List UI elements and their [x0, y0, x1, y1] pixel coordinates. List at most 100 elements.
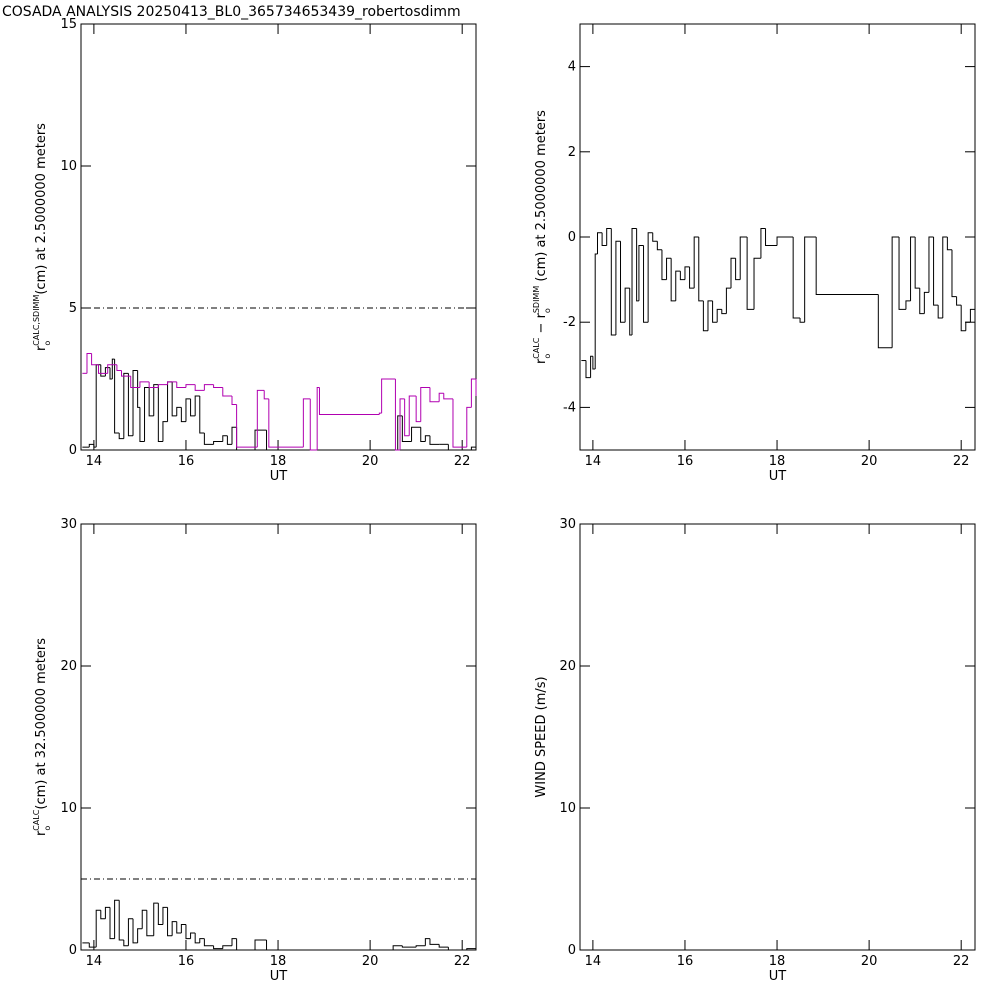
- step-segment: [937, 305, 943, 319]
- step-segment: [95, 364, 101, 448]
- step-segment: [148, 387, 154, 417]
- step-segment: [185, 924, 191, 940]
- step-segment: [401, 945, 417, 948]
- step-segment: [429, 435, 440, 445]
- step-segment: [180, 407, 186, 423]
- step-segment: [137, 370, 140, 408]
- step-segment: [610, 228, 616, 336]
- step-segment: [815, 237, 879, 296]
- step-segment: [222, 435, 228, 442]
- step-segment: [137, 928, 143, 943]
- y-tick-label: -2: [563, 315, 576, 330]
- x-tick-label: 22: [953, 954, 970, 969]
- step-segment: [799, 317, 805, 323]
- step-segment: [765, 228, 778, 247]
- y-axis-label-part: WIND SPEED (m/s): [534, 676, 549, 797]
- step-segment: [647, 232, 653, 323]
- step-segment: [447, 947, 467, 951]
- step-segment: [914, 237, 920, 289]
- step-segment: [698, 237, 704, 302]
- step-segment: [585, 360, 591, 379]
- x-tick-label: 20: [861, 954, 878, 969]
- step-segment: [123, 940, 129, 947]
- step-segment: [130, 376, 140, 389]
- step-segment: [203, 432, 214, 445]
- x-tick-label: 18: [270, 954, 287, 969]
- step-segment: [661, 249, 667, 281]
- step-segment: [139, 407, 145, 442]
- step-segment: [194, 384, 205, 391]
- step-segment: [631, 227, 637, 335]
- step-segment: [97, 364, 108, 374]
- step-segment: [100, 364, 106, 377]
- step-segment: [420, 387, 430, 422]
- x-tick-label: 18: [769, 454, 786, 469]
- step-segment: [254, 939, 267, 950]
- y-axis-label-part: o: [43, 341, 52, 346]
- step-segment: [956, 296, 962, 306]
- step-segment: [739, 236, 748, 280]
- y-tick-label: 0: [69, 943, 77, 958]
- step-segment: [411, 426, 421, 442]
- step-segment: [176, 381, 186, 389]
- step-segment: [199, 396, 205, 434]
- step-segment: [231, 938, 237, 946]
- step-segment: [636, 228, 639, 302]
- step-segment: [601, 232, 607, 247]
- x-tick-label: 20: [362, 954, 379, 969]
- y-tick-label: 0: [69, 443, 77, 458]
- step-segment: [256, 389, 265, 448]
- step-segment: [408, 395, 417, 436]
- x-tick-label: 22: [454, 954, 471, 969]
- step-segment: [146, 910, 154, 937]
- step-segment: [194, 395, 200, 416]
- step-segment: [735, 258, 741, 281]
- step-segment: [429, 938, 440, 945]
- step-segment: [946, 237, 952, 251]
- y-axis-label-part: CALC: [532, 337, 541, 359]
- step-segment: [804, 236, 817, 323]
- step-segment: [132, 918, 138, 944]
- step-segment: [693, 236, 699, 289]
- step-segment: [185, 384, 196, 388]
- y-tick-label: 4: [568, 60, 576, 75]
- step-segment: [891, 236, 900, 348]
- step-segment: [443, 393, 453, 400]
- step-segment: [965, 321, 971, 331]
- step-segment: [100, 910, 106, 920]
- step-segment: [401, 415, 412, 442]
- step-segment: [596, 232, 603, 255]
- step-segment: [629, 288, 633, 336]
- step-segment: [190, 398, 196, 417]
- y-axis-label: roCALC − roSDIMM (cm) at 2.5000000 meter…: [532, 110, 552, 364]
- y-axis-label-part: (cm) at 2.5000000 meters: [534, 110, 549, 286]
- step-segment: [123, 372, 129, 439]
- step-segment: [951, 249, 957, 298]
- step-segment: [86, 352, 92, 374]
- plot-frame: [80, 523, 477, 951]
- step-segment: [109, 367, 113, 380]
- step-segment: [318, 387, 380, 415]
- step-segment: [222, 945, 233, 949]
- y-tick-label: 2: [568, 145, 576, 160]
- step-segment: [397, 415, 403, 450]
- step-segment: [153, 384, 159, 416]
- step-segment: [415, 945, 426, 948]
- step-segment: [167, 381, 177, 385]
- step-segment: [190, 932, 196, 939]
- step-segment: [127, 373, 134, 437]
- step-segment: [141, 909, 147, 929]
- step-segment: [263, 390, 269, 400]
- step-segment: [203, 938, 214, 947]
- x-tick-label: 22: [953, 454, 970, 469]
- step-segment: [199, 938, 205, 943]
- y-axis-label-part: − r: [534, 312, 549, 337]
- step-segment: [420, 427, 426, 442]
- step-segment: [116, 364, 122, 371]
- y-tick-label: 20: [60, 659, 77, 674]
- step-segment: [638, 245, 644, 301]
- step-segment: [203, 384, 214, 391]
- step-segment: [969, 308, 975, 323]
- step-segment: [392, 945, 403, 950]
- step-segment: [615, 240, 621, 335]
